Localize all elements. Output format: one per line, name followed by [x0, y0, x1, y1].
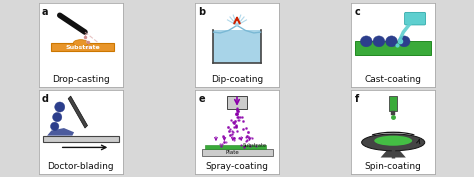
Bar: [51, 43, 114, 52]
Bar: [391, 111, 395, 115]
Polygon shape: [381, 151, 406, 158]
Bar: [356, 41, 431, 55]
Circle shape: [53, 113, 62, 122]
Ellipse shape: [73, 40, 88, 46]
Text: Spin-coating: Spin-coating: [365, 162, 422, 171]
Bar: [227, 96, 247, 109]
Text: Substrate: Substrate: [243, 143, 266, 148]
Text: d: d: [42, 94, 49, 104]
Polygon shape: [68, 96, 88, 128]
Text: Plate: Plate: [226, 150, 240, 155]
Text: Dip-coating: Dip-coating: [211, 75, 263, 84]
Text: Spray-coating: Spray-coating: [206, 162, 268, 171]
Text: Doctor-blading: Doctor-blading: [47, 162, 114, 171]
Ellipse shape: [360, 36, 372, 47]
Bar: [213, 30, 261, 63]
Ellipse shape: [373, 36, 385, 47]
Ellipse shape: [398, 36, 410, 47]
Text: f: f: [355, 94, 359, 104]
Text: c: c: [355, 7, 360, 17]
Circle shape: [55, 102, 65, 112]
Ellipse shape: [386, 36, 397, 47]
Text: Drop-casting: Drop-casting: [52, 75, 109, 84]
FancyBboxPatch shape: [405, 12, 426, 25]
Bar: [43, 136, 118, 142]
Bar: [389, 96, 397, 111]
Text: Cast-coating: Cast-coating: [365, 75, 422, 84]
Text: e: e: [198, 94, 205, 104]
Polygon shape: [47, 128, 74, 136]
Bar: [205, 145, 265, 149]
Bar: [201, 149, 273, 156]
Ellipse shape: [374, 136, 412, 146]
Circle shape: [51, 122, 59, 131]
Ellipse shape: [362, 134, 425, 151]
Text: Substrate: Substrate: [65, 45, 100, 50]
Text: a: a: [42, 7, 48, 17]
Text: b: b: [198, 7, 205, 17]
